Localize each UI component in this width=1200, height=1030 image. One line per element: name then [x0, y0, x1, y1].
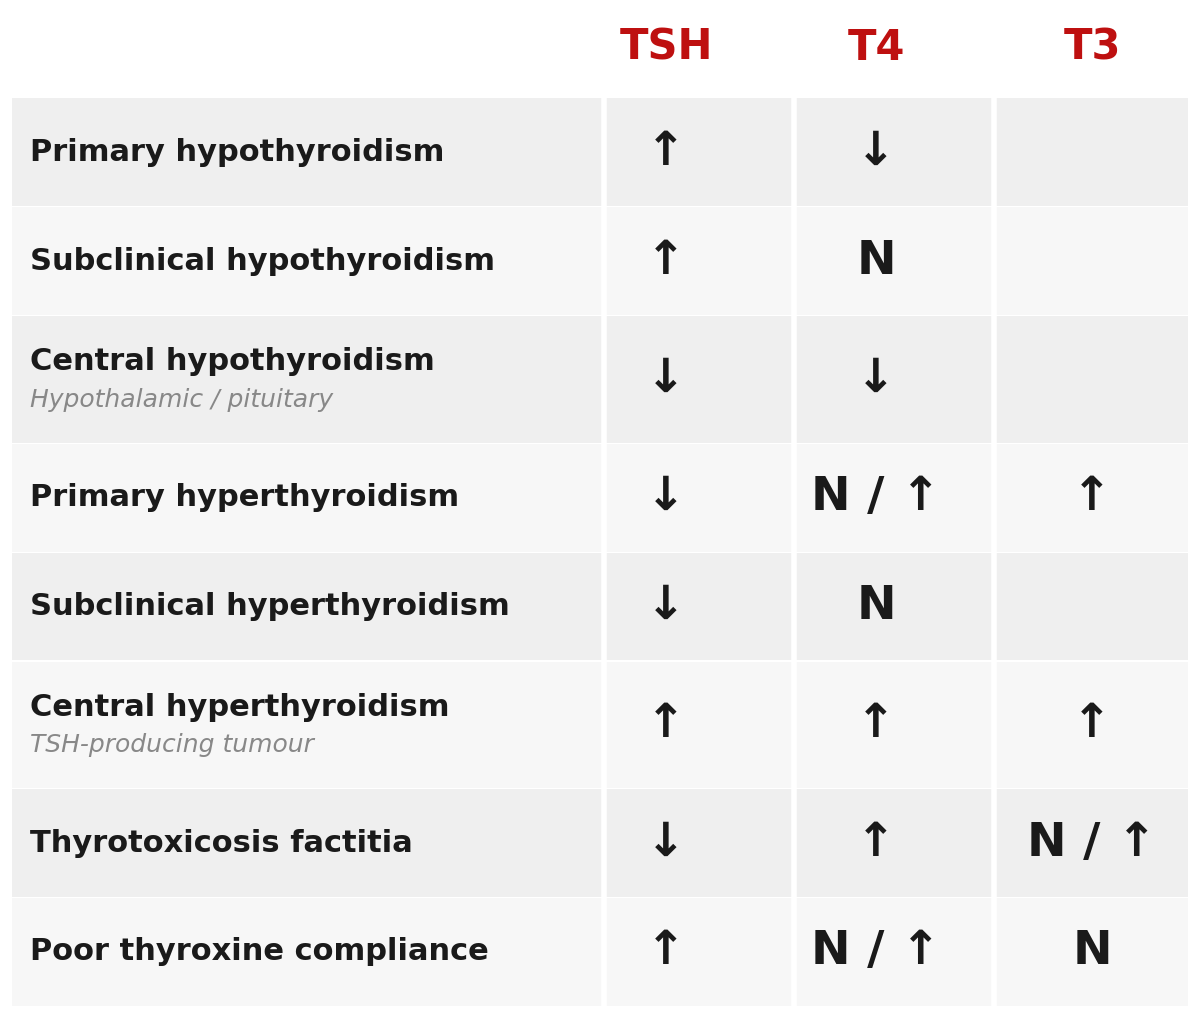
FancyBboxPatch shape	[12, 316, 1188, 443]
FancyBboxPatch shape	[12, 789, 1188, 897]
Text: N / ↑: N / ↑	[1027, 821, 1157, 865]
Text: ↓: ↓	[646, 584, 686, 629]
Text: Hypothalamic / pituitary: Hypothalamic / pituitary	[30, 388, 334, 412]
Text: ↑: ↑	[1072, 475, 1112, 520]
Text: Thyrotoxicosis factitia: Thyrotoxicosis factitia	[30, 828, 413, 858]
Text: Subclinical hyperthyroidism: Subclinical hyperthyroidism	[30, 592, 510, 621]
Text: Primary hypothyroidism: Primary hypothyroidism	[30, 138, 444, 167]
Text: N / ↑: N / ↑	[811, 475, 941, 520]
Text: ↑: ↑	[646, 702, 686, 748]
FancyBboxPatch shape	[12, 98, 1188, 206]
Text: N: N	[856, 584, 896, 629]
FancyBboxPatch shape	[12, 661, 1188, 788]
Text: Primary hyperthyroidism: Primary hyperthyroidism	[30, 483, 460, 512]
Text: Subclinical hypothyroidism: Subclinical hypothyroidism	[30, 247, 496, 276]
FancyBboxPatch shape	[12, 207, 1188, 315]
Text: ↓: ↓	[646, 821, 686, 865]
Text: Central hyperthyroidism: Central hyperthyroidism	[30, 692, 450, 722]
FancyBboxPatch shape	[12, 444, 1188, 552]
Text: ↑: ↑	[646, 239, 686, 284]
Text: T4: T4	[847, 27, 905, 69]
Text: ↑: ↑	[646, 929, 686, 974]
Text: Poor thyroxine compliance: Poor thyroxine compliance	[30, 937, 488, 966]
Text: ↓: ↓	[646, 357, 686, 402]
Text: ↓: ↓	[646, 475, 686, 520]
Text: ↑: ↑	[646, 130, 686, 175]
FancyBboxPatch shape	[12, 898, 1188, 1005]
Text: ↑: ↑	[1072, 702, 1112, 748]
Text: TSH: TSH	[619, 27, 713, 69]
FancyBboxPatch shape	[12, 552, 1188, 660]
Text: N: N	[856, 239, 896, 284]
Text: ↑: ↑	[856, 702, 896, 748]
Text: ↓: ↓	[856, 357, 896, 402]
Text: N / ↑: N / ↑	[811, 929, 941, 974]
Text: ↑: ↑	[856, 821, 896, 865]
Text: ↓: ↓	[856, 130, 896, 175]
Text: TSH-producing tumour: TSH-producing tumour	[30, 733, 314, 757]
Text: T3: T3	[1063, 27, 1121, 69]
Text: Central hypothyroidism: Central hypothyroidism	[30, 347, 434, 376]
Text: N: N	[1072, 929, 1112, 974]
